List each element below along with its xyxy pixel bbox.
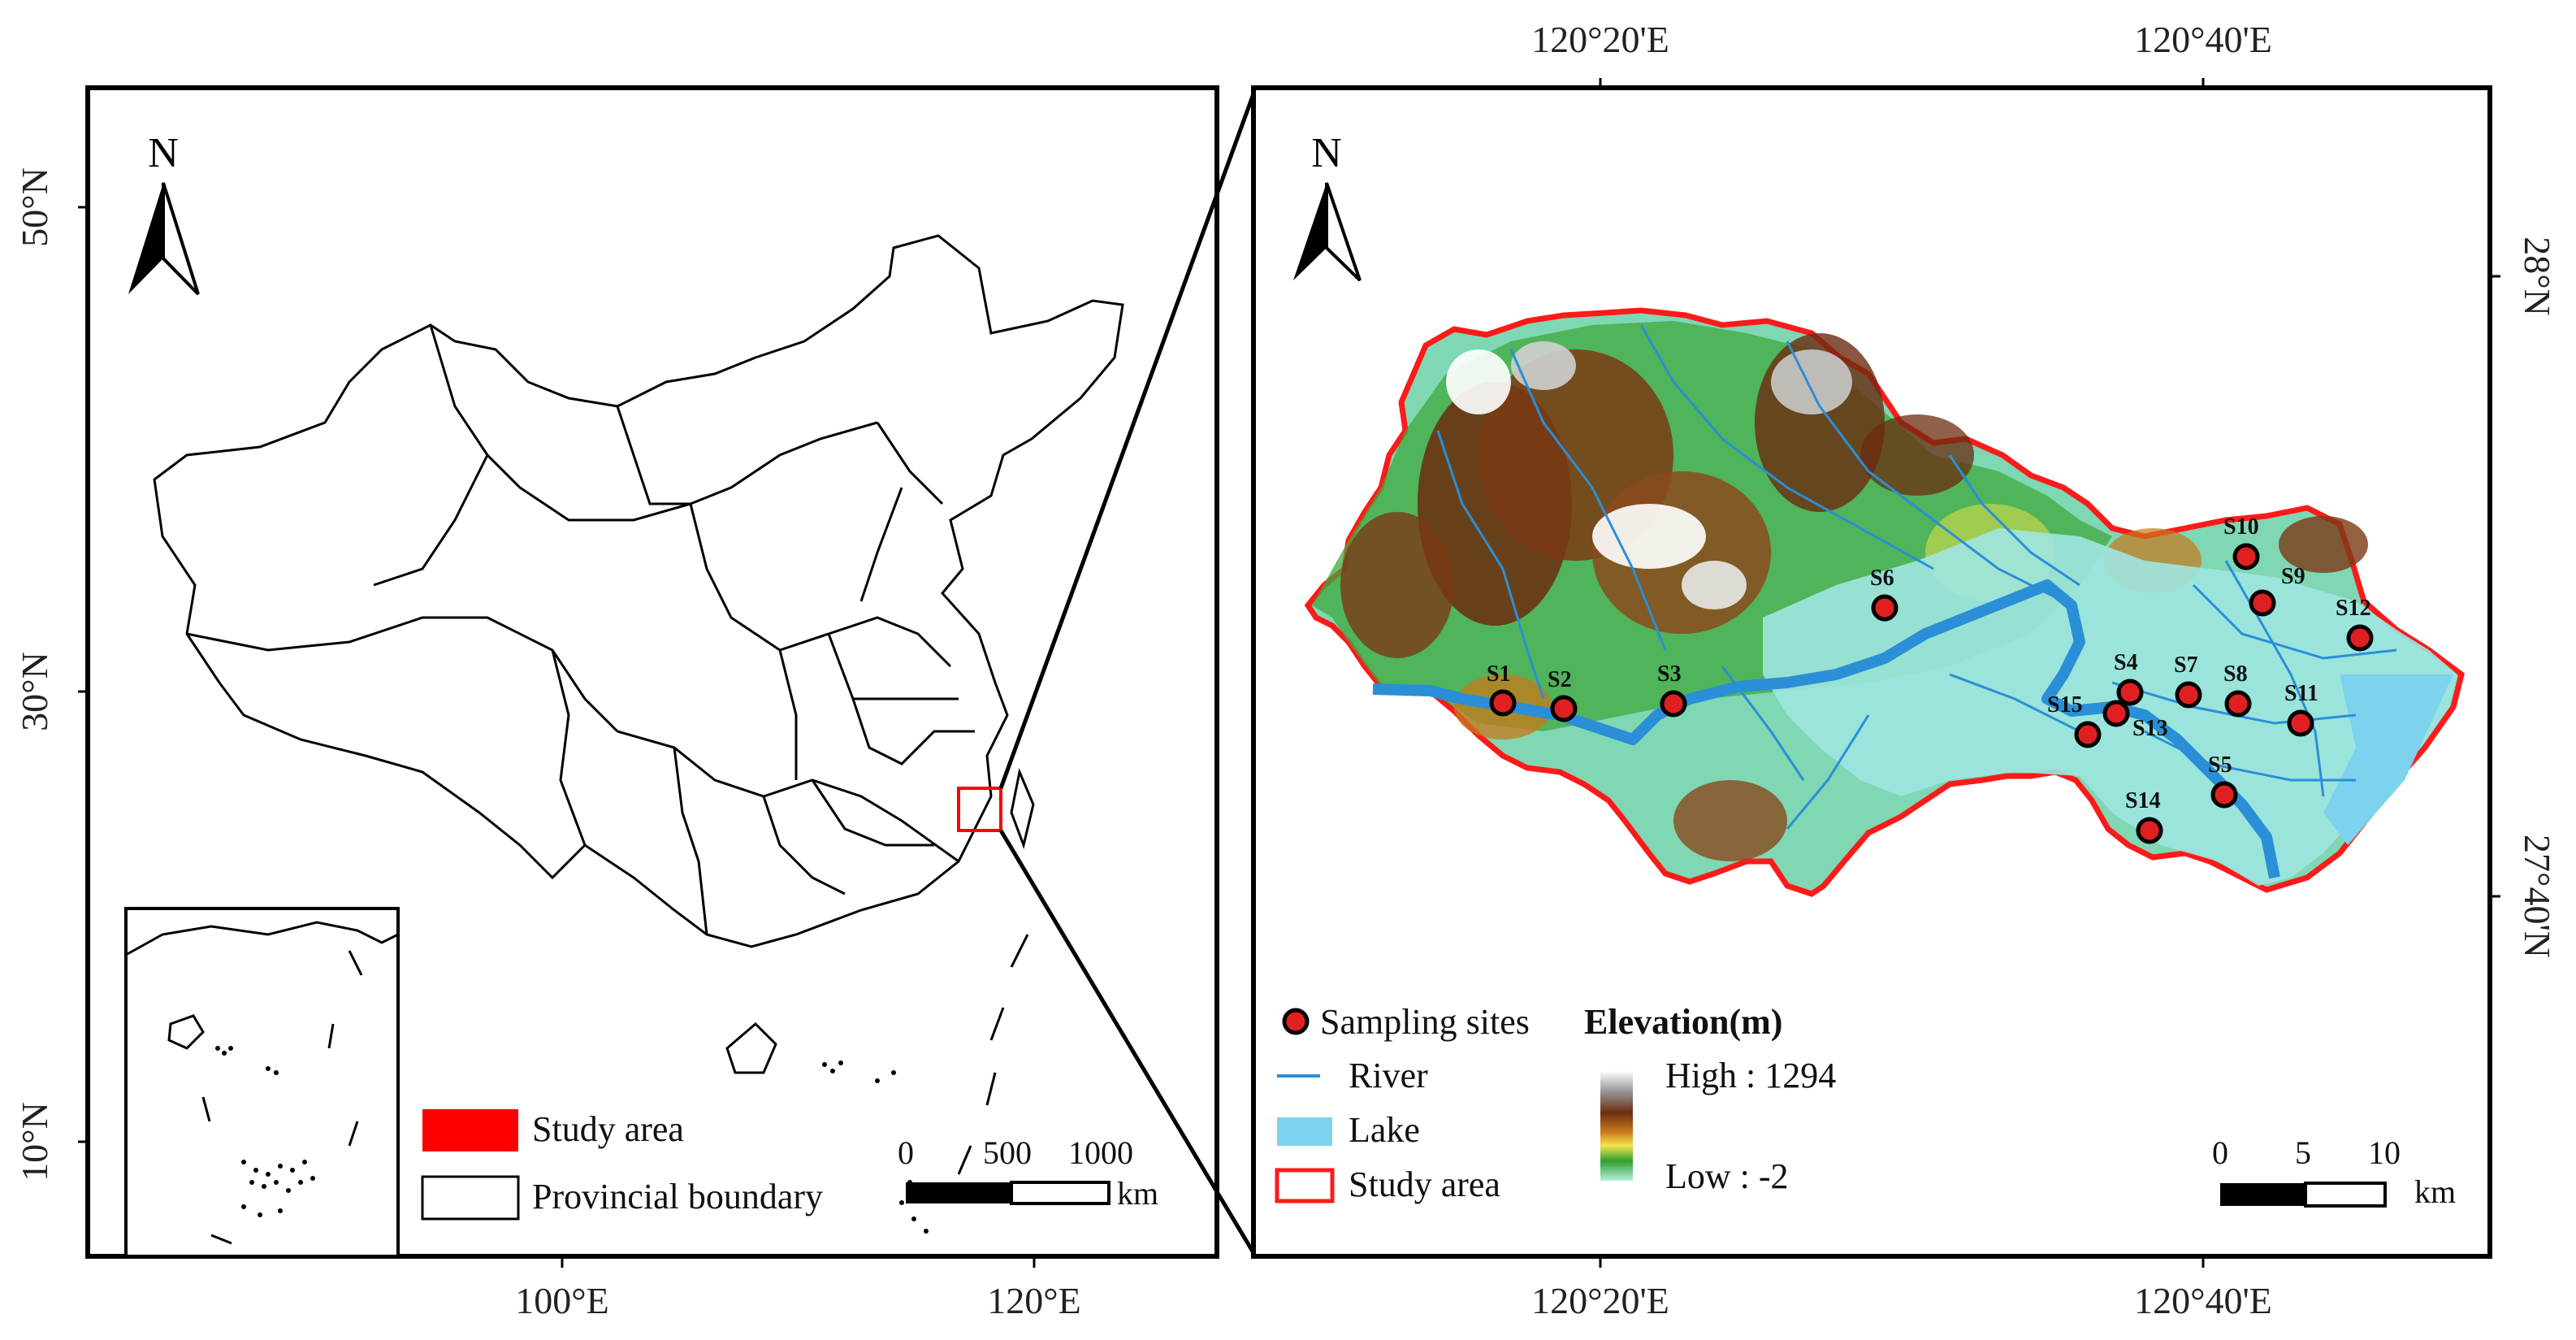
- scale-unit: km: [1117, 1175, 1158, 1212]
- site-s1: S1: [1487, 661, 1517, 717]
- site-s2: S2: [1548, 667, 1578, 722]
- site-s11: S11: [2284, 681, 2318, 737]
- south-china-sea-inset: [124, 907, 400, 1258]
- scale-unit: km: [2414, 1173, 2456, 1210]
- lat-label-30n: 30°N: [14, 652, 55, 731]
- lon-label-100e: 100°E: [515, 1280, 609, 1321]
- right-legend: Sampling sites Elevation(m) River Lake S…: [1275, 1002, 1836, 1204]
- site-s13: S13: [2102, 700, 2168, 741]
- svg-text:S5: S5: [2208, 752, 2232, 778]
- left-scale-bar: 0 500 1000 km: [898, 1134, 1158, 1212]
- elevation-color-ramp: [1600, 1071, 1633, 1181]
- svg-text:S8: S8: [2223, 661, 2248, 687]
- scale-tick-5: 5: [2295, 1134, 2311, 1171]
- legend-site-symbol: [1282, 1008, 1310, 1035]
- svg-text:S3: S3: [1657, 661, 1682, 687]
- north-label: N: [1311, 130, 1342, 176]
- svg-text:S11: S11: [2284, 681, 2318, 706]
- elevation-high-label: High : 1294: [1665, 1056, 1836, 1095]
- scale-tick-10: 10: [2368, 1134, 2401, 1171]
- north-label: N: [148, 130, 179, 176]
- site-s3: S3: [1657, 661, 1687, 718]
- legend-study-area-symbol: [1275, 1168, 1335, 1203]
- main-river: [1372, 579, 2280, 879]
- site-s8: S8: [2223, 661, 2252, 718]
- legend-river: River: [1349, 1056, 1428, 1095]
- lat-label-50n: 50°N: [14, 167, 55, 247]
- bottom-lon-label-2: 120°40'E: [2134, 1280, 2272, 1321]
- svg-text:S14: S14: [2125, 788, 2161, 813]
- svg-text:S6: S6: [1870, 566, 1894, 591]
- top-lon-label-1: 120°20'E: [1531, 19, 1669, 60]
- site-s12: S12: [2336, 596, 2374, 652]
- elevation-low-label: Low : -2: [1665, 1156, 1789, 1196]
- svg-text:S4: S4: [2114, 650, 2138, 675]
- legend-study-area-label: Study area: [532, 1109, 684, 1149]
- svg-text:S7: S7: [2174, 653, 2198, 678]
- site-s14: S14: [2125, 788, 2163, 844]
- legend-lake-symbol: [1277, 1117, 1332, 1146]
- scale-tick-500: 500: [983, 1134, 1032, 1171]
- china-map: [153, 234, 1124, 1074]
- svg-text:S13: S13: [2132, 716, 2168, 741]
- scale-tick-0: 0: [2212, 1134, 2228, 1171]
- site-s9: S9: [2249, 564, 2305, 617]
- site-s15: S15: [2047, 692, 2102, 748]
- study-area-marker: [957, 787, 1002, 832]
- top-lon-label-2: 120°40'E: [2134, 19, 2272, 60]
- legend-lake: Lake: [1349, 1110, 1420, 1150]
- scale-tick-0: 0: [898, 1134, 914, 1171]
- north-arrow-icon: N: [1293, 130, 1362, 282]
- legend-study-area: Study area: [1349, 1164, 1500, 1204]
- svg-text:S2: S2: [1548, 667, 1572, 692]
- zoom-connector-lines: [998, 89, 1258, 1257]
- site-s5: S5: [2208, 752, 2238, 809]
- legend-provincial-boundary-swatch: [421, 1175, 520, 1221]
- site-s7: S7: [2174, 653, 2202, 709]
- scale-tick-1000: 1000: [1068, 1134, 1133, 1171]
- svg-text:S15: S15: [2047, 692, 2083, 718]
- legend-sampling-sites: Sampling sites: [1320, 1002, 1530, 1042]
- sampling-sites: S1 S2 S3 S4 S5 S6: [1487, 514, 2374, 844]
- rivers: [1436, 324, 2397, 830]
- site-s10: S10: [2223, 514, 2260, 570]
- site-s4: S4: [2114, 650, 2144, 706]
- legend-study-area-swatch: [422, 1109, 518, 1151]
- svg-text:S1: S1: [1487, 661, 1511, 687]
- lon-label-120e: 120°E: [987, 1280, 1081, 1321]
- svg-text:S12: S12: [2336, 596, 2371, 621]
- legend-elevation-title: Elevation(m): [1584, 1002, 1782, 1042]
- svg-text:S9: S9: [2281, 564, 2305, 589]
- right-lat-label-2740n: 27°40'N: [2517, 835, 2558, 958]
- right-lat-label-28n: 28°N: [2517, 236, 2558, 316]
- left-panel: 50°N 30°N 10°N 100°E 120°E N: [14, 85, 1219, 1321]
- lat-label-10n: 10°N: [14, 1102, 55, 1182]
- legend-provincial-boundary-label: Provincial boundary: [532, 1177, 823, 1216]
- svg-text:S10: S10: [2223, 514, 2259, 540]
- bottom-lon-label-1: 120°20'E: [1531, 1280, 1669, 1321]
- north-arrow-icon: N: [128, 130, 200, 296]
- right-panel: 120°20'E 120°40'E 120°20'E 120°40'E 28°N…: [1251, 19, 2558, 1321]
- right-scale-bar: 0 5 10 km: [2212, 1134, 2456, 1210]
- site-s6: S6: [1870, 566, 1898, 622]
